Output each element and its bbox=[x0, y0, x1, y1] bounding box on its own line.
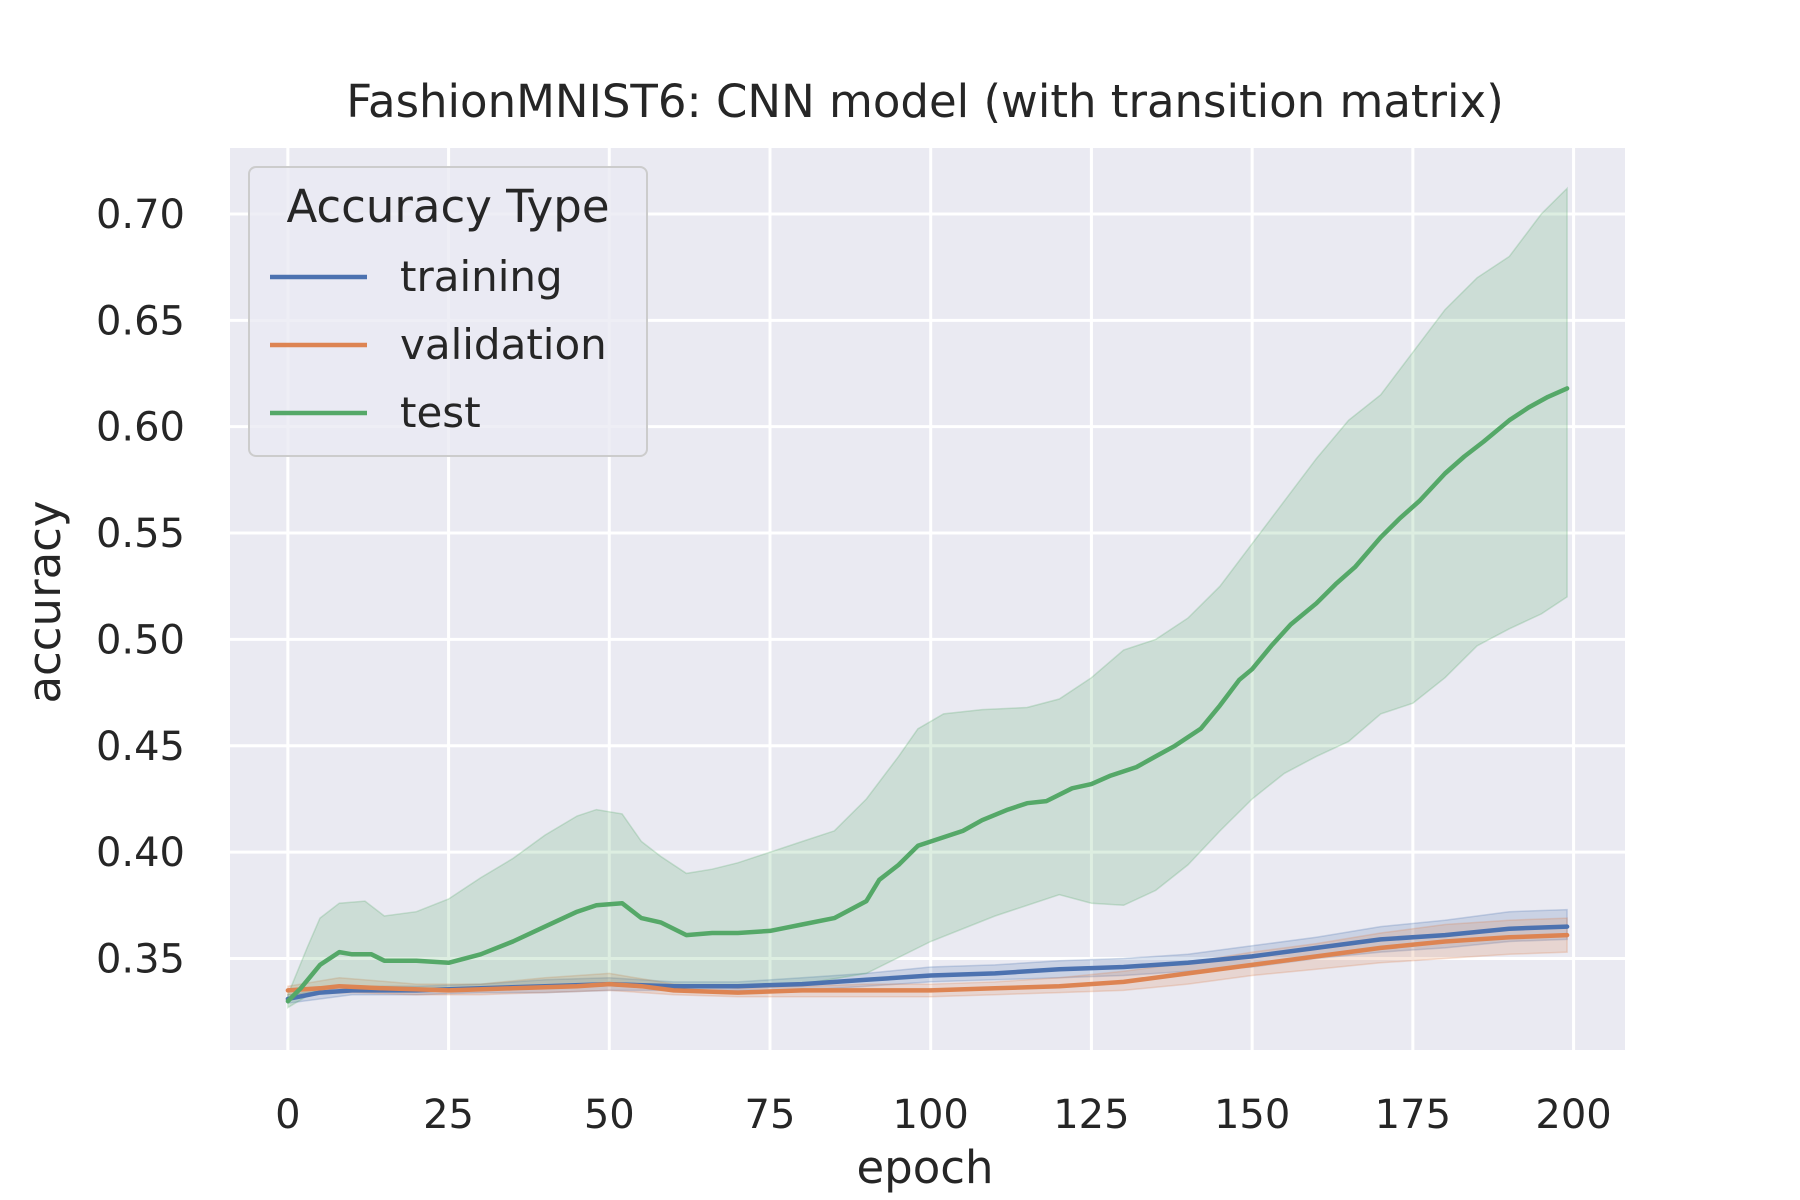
legend-label-training: training bbox=[400, 252, 563, 301]
y-tick-label: 0.55 bbox=[96, 511, 185, 557]
x-tick-label: 100 bbox=[893, 1092, 969, 1138]
x-tick-label: 50 bbox=[584, 1092, 635, 1138]
x-tick-label: 0 bbox=[275, 1092, 300, 1138]
y-axis-label: accuracy bbox=[18, 500, 71, 703]
y-tick-label: 0.35 bbox=[96, 937, 185, 983]
y-tick-label: 0.65 bbox=[96, 298, 185, 344]
x-tick-label: 125 bbox=[1053, 1092, 1129, 1138]
x-tick-label: 175 bbox=[1375, 1092, 1451, 1138]
y-tick-label: 0.70 bbox=[96, 192, 185, 238]
line-test bbox=[285, 386, 1570, 1004]
line-validation bbox=[285, 932, 1570, 995]
y-axis-ticks: 0.35 0.40 0.45 0.50 0.55 0.60 0.65 0.70 bbox=[96, 192, 185, 983]
legend-box bbox=[248, 166, 648, 457]
x-tick-label: 150 bbox=[1214, 1092, 1290, 1138]
y-tick-label: 0.45 bbox=[96, 724, 185, 770]
chart-title: FashionMNIST6: CNN model (with transitio… bbox=[346, 75, 1504, 128]
y-tick-label: 0.40 bbox=[96, 830, 185, 876]
band-test bbox=[287, 186, 1568, 1009]
x-tick-label: 200 bbox=[1535, 1092, 1611, 1138]
legend-title: Accuracy Type bbox=[286, 180, 609, 233]
legend-label-validation: validation bbox=[400, 320, 607, 369]
legend-label-test: test bbox=[400, 388, 481, 437]
legend-items: training validation test bbox=[270, 252, 607, 437]
x-tick-label: 75 bbox=[745, 1092, 796, 1138]
y-tick-label: 0.60 bbox=[96, 405, 185, 451]
series-lines bbox=[285, 386, 1570, 1004]
y-tick-label: 0.50 bbox=[96, 617, 185, 663]
x-axis-label: epoch bbox=[856, 1141, 993, 1194]
x-axis-ticks: 0 25 50 75 100 125 150 175 200 bbox=[275, 1092, 1612, 1138]
x-tick-label: 25 bbox=[423, 1092, 474, 1138]
legend: Accuracy Type training validation test bbox=[248, 166, 648, 457]
